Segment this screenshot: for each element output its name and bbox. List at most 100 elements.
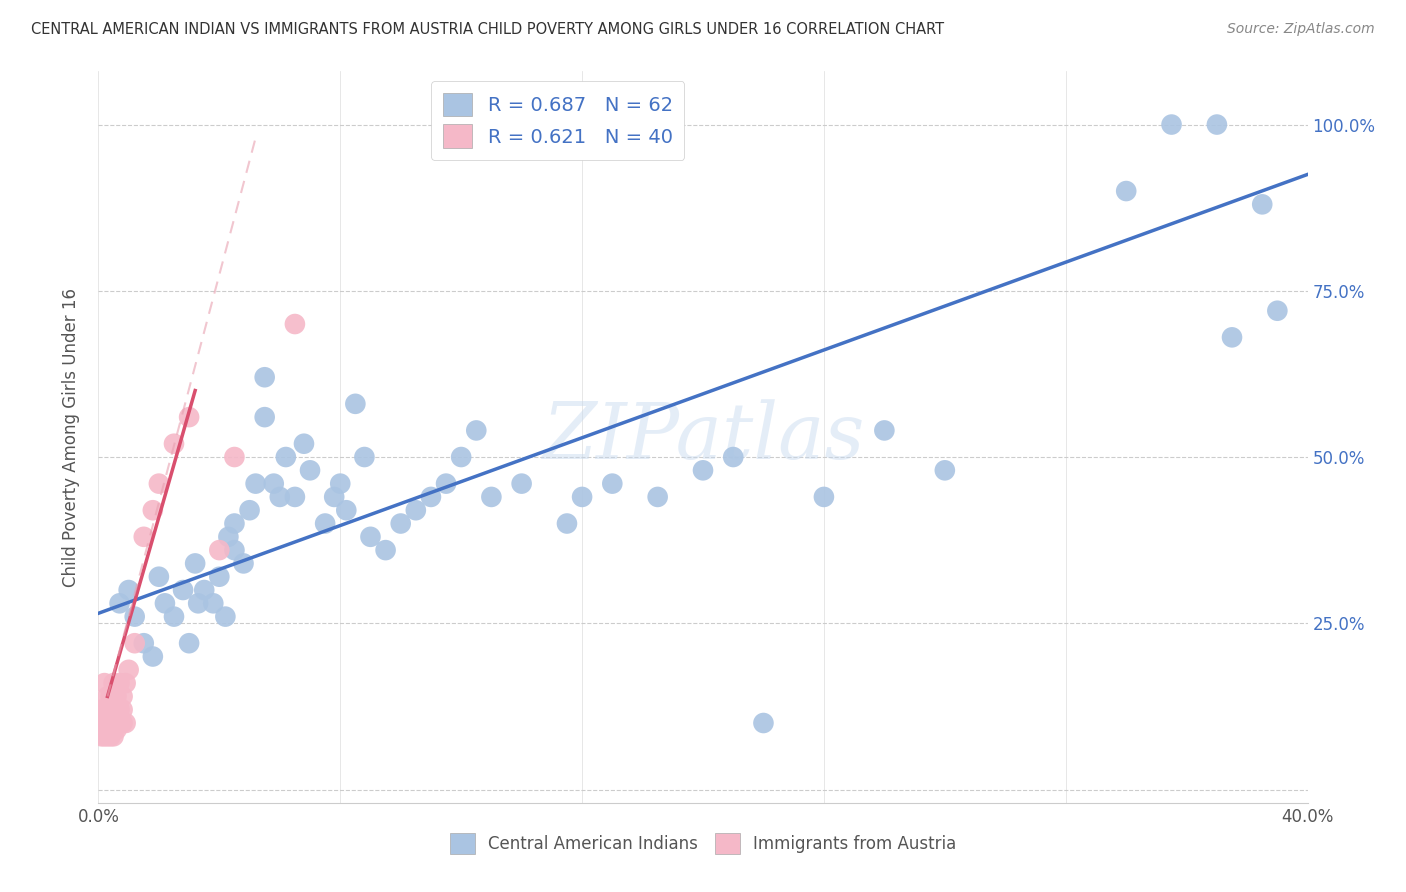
Point [100,716,122,731]
Point [105,690,128,704]
Point [647,490,669,504]
Point [253,370,276,384]
Point [208,543,231,558]
Point [450,450,472,464]
Point [292,436,315,450]
Point [96,729,118,743]
Point [692,463,714,477]
Point [93,729,115,743]
Point [245,476,267,491]
Point [111,690,134,704]
Point [148,570,170,584]
Point [239,503,262,517]
Point [132,636,155,650]
Point [108,676,131,690]
Point [723,450,745,464]
Point [90,729,112,743]
Point [224,543,246,558]
Point [202,596,225,610]
Point [142,503,165,517]
Point [263,476,285,491]
Point [314,516,336,531]
Point [179,410,201,425]
Point [179,636,201,650]
Point [360,530,382,544]
Point [105,716,128,731]
Point [111,716,134,731]
Point [114,676,136,690]
Point [148,476,170,491]
Point [93,676,115,690]
Point [103,729,125,743]
Point [752,716,775,731]
Point [96,703,118,717]
Point [153,596,176,610]
Y-axis label: Child Poverty Among Girls Under 16: Child Poverty Among Girls Under 16 [62,287,80,587]
Point [163,436,186,450]
Point [1251,197,1274,211]
Point [118,663,141,677]
Point [813,490,835,504]
Point [405,503,427,517]
Point [90,703,112,717]
Point [253,410,276,425]
Point [193,582,215,597]
Point [602,476,624,491]
Point [344,397,367,411]
Point [1267,303,1289,318]
Point [103,703,125,717]
Point [284,490,307,504]
Text: Source: ZipAtlas.com: Source: ZipAtlas.com [1227,22,1375,37]
Point [224,516,246,531]
Text: ZIPatlas: ZIPatlas [541,399,865,475]
Point [1115,184,1137,198]
Point [108,703,131,717]
Point [108,596,131,610]
Point [108,716,131,731]
Point [100,703,122,717]
Text: CENTRAL AMERICAN INDIAN VS IMMIGRANTS FROM AUSTRIA CHILD POVERTY AMONG GIRLS UND: CENTRAL AMERICAN INDIAN VS IMMIGRANTS FR… [31,22,943,37]
Point [224,450,246,464]
Point [1206,118,1229,132]
Point [389,516,412,531]
Point [118,582,141,597]
Point [323,490,346,504]
Point [555,516,578,531]
Point [132,530,155,544]
Point [100,729,122,743]
Point [103,676,125,690]
Point [434,476,457,491]
Point [114,716,136,731]
Point [103,716,125,731]
Point [217,530,239,544]
Point [208,570,231,584]
Point [571,490,593,504]
Point [172,582,194,597]
Point [111,703,134,717]
Point [93,716,115,731]
Point [124,636,146,650]
Point [184,557,207,571]
Point [269,490,291,504]
Point [481,490,503,504]
Point [299,463,322,477]
Point [124,609,146,624]
Point [163,609,186,624]
Point [329,476,352,491]
Point [934,463,956,477]
Point [232,557,254,571]
Point [96,716,118,731]
Point [105,723,128,737]
Point [465,424,488,438]
Point [93,703,115,717]
Point [274,450,297,464]
Point [510,476,533,491]
Point [335,503,357,517]
Point [214,609,236,624]
Point [284,317,307,331]
Point [96,690,118,704]
Point [1220,330,1243,344]
Point [420,490,443,504]
Point [142,649,165,664]
Point [1160,118,1182,132]
